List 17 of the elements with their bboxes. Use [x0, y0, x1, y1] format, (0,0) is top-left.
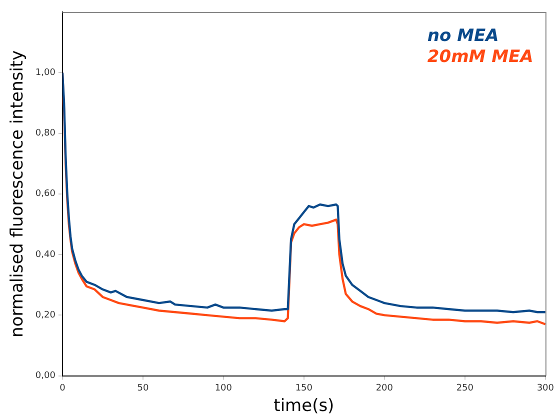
text: no MEA: [427, 26, 499, 46]
x-tick-label: 50: [137, 384, 149, 394]
x-tick-label: 200: [376, 384, 394, 394]
y-tick-label: 0,00: [35, 371, 56, 382]
x-tick-label: 250: [456, 384, 474, 394]
x-tick-label: 150: [295, 384, 313, 394]
y-tick-label: 1,00: [35, 68, 56, 78]
x-tick-label: 100: [214, 384, 232, 394]
y-tick-label: 0,60: [35, 189, 56, 200]
y-axis-title: normalised fluorescence intensity: [8, 50, 28, 338]
y-tick-label: 0,80: [35, 128, 56, 139]
text: 20mM MEA: [427, 46, 534, 67]
y-tick-label: 0,20: [35, 310, 56, 321]
y-tick-label: 0,40: [35, 250, 56, 260]
x-tick-label: 0: [60, 384, 66, 394]
x-axis-title: time(s): [274, 396, 334, 416]
x-tick-label: 300: [536, 384, 554, 394]
